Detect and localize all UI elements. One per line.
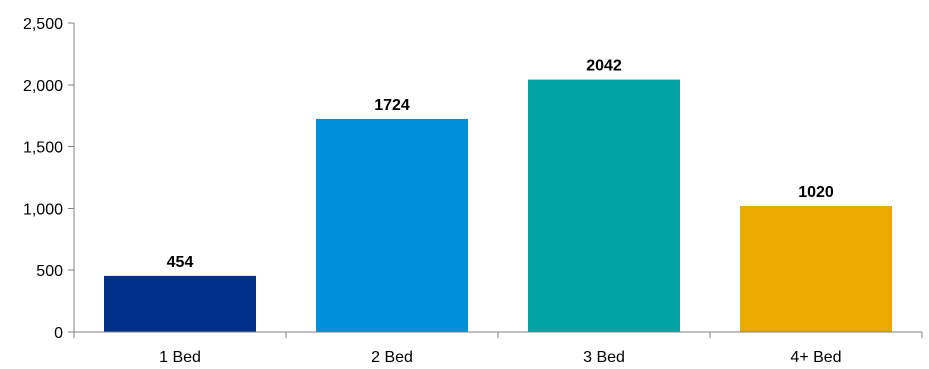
bar-2-bed <box>316 118 468 332</box>
bars <box>104 79 892 333</box>
y-tick-label: 2,000 <box>23 78 63 95</box>
bar-value-label: 454 <box>167 254 194 271</box>
bar-1-bed <box>104 275 256 332</box>
x-tick-label: 2 Bed <box>371 349 413 366</box>
bar-3-bed <box>528 79 680 333</box>
x-tick-label: 4+ Bed <box>790 349 841 366</box>
data-labels: 454 1724 2042 1020 <box>167 58 834 271</box>
x-tick-label: 1 Bed <box>159 349 201 366</box>
y-tick-label: 2,500 <box>23 16 63 33</box>
x-tick-label: 3 Bed <box>583 349 625 366</box>
bar-value-label: 1020 <box>798 184 834 201</box>
y-tick-label: 1,500 <box>23 140 63 157</box>
y-tick-label: 1,000 <box>23 201 63 218</box>
bar-4-bed <box>740 205 892 332</box>
bar-value-label: 2042 <box>586 58 622 75</box>
y-tick-label: 0 <box>54 325 63 342</box>
x-axis-ticks: 1 Bed 2 Bed 3 Bed 4+ Bed <box>73 332 923 366</box>
bar-value-label: 1724 <box>374 97 410 114</box>
y-tick-label: 500 <box>36 263 63 280</box>
y-axis-ticks: 0 500 1,000 1,500 2,000 2,500 <box>23 16 74 342</box>
